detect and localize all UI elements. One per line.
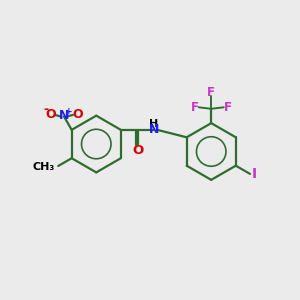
Text: N: N bbox=[59, 109, 69, 122]
Text: F: F bbox=[190, 101, 199, 114]
Text: +: + bbox=[65, 107, 73, 116]
Text: O: O bbox=[72, 108, 83, 121]
Text: I: I bbox=[252, 167, 257, 182]
Text: F: F bbox=[207, 85, 215, 99]
Text: O: O bbox=[45, 108, 56, 121]
Text: N: N bbox=[149, 123, 159, 136]
Text: F: F bbox=[224, 101, 232, 114]
Text: H: H bbox=[149, 118, 159, 129]
Text: CH₃: CH₃ bbox=[32, 162, 55, 172]
Text: O: O bbox=[132, 144, 143, 157]
Text: -: - bbox=[43, 103, 48, 116]
